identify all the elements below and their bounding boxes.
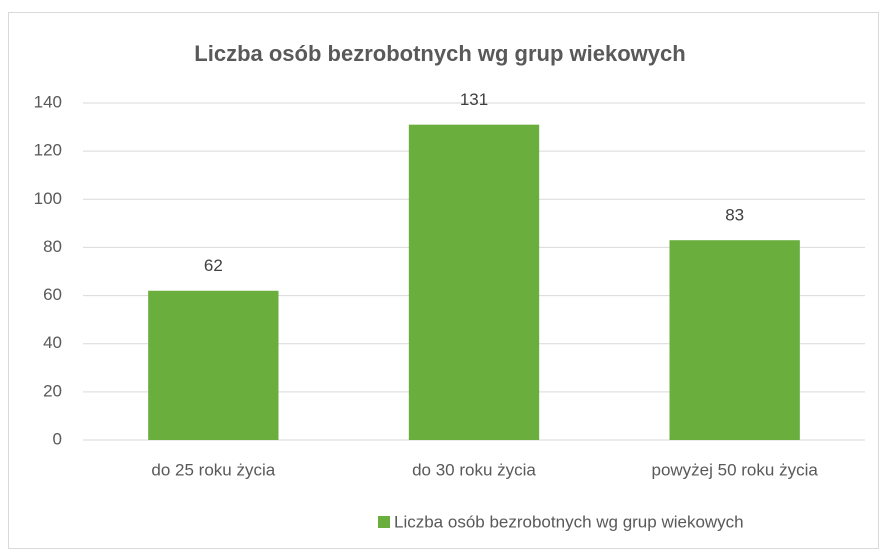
data-label: 83 [725, 206, 744, 225]
x-tick-label: powyżej 50 roku życia [652, 460, 819, 479]
y-tick-label: 60 [43, 285, 62, 304]
y-tick-label: 0 [53, 429, 62, 448]
y-tick-label: 120 [34, 141, 62, 160]
chart-title: Liczba osób bezrobotnych wg grup wiekowy… [194, 41, 685, 66]
y-tick-label: 20 [43, 381, 62, 400]
y-tick-label: 80 [43, 237, 62, 256]
y-tick-label: 40 [43, 333, 62, 352]
legend-label: Liczba osób bezrobotnych wg grup wiekowy… [394, 512, 744, 531]
data-label: 131 [460, 90, 488, 109]
bar [408, 124, 540, 441]
x-tick-label: do 25 roku życia [151, 460, 275, 479]
y-tick-label: 140 [34, 92, 62, 111]
bar [669, 240, 800, 440]
data-label: 62 [204, 256, 223, 275]
x-tick-label: do 30 roku życia [412, 460, 536, 479]
bar [148, 290, 279, 440]
y-tick-label: 100 [34, 189, 62, 208]
legend-swatch [378, 516, 390, 528]
